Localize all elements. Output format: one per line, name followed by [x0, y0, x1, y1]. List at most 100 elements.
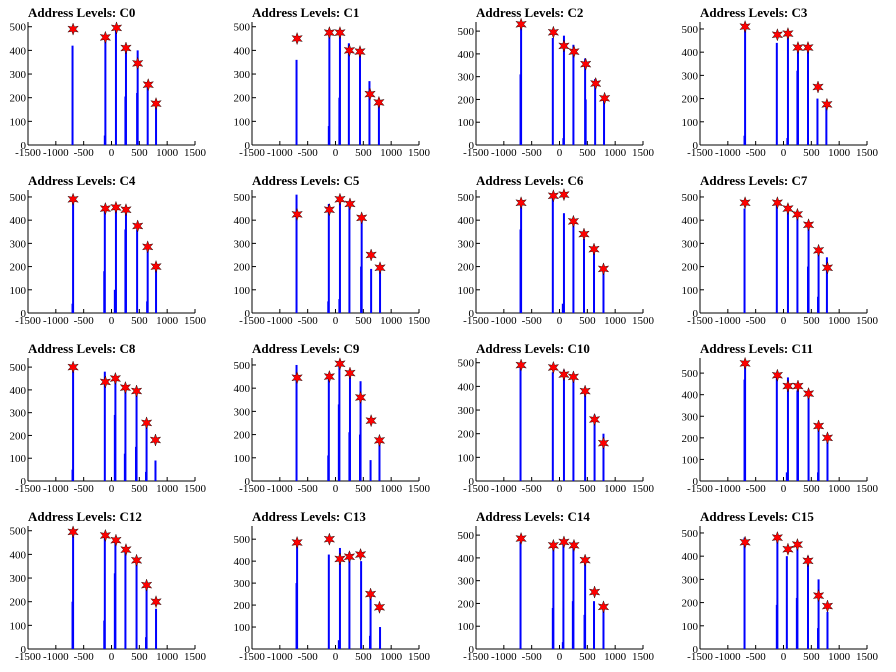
peak-marker — [141, 240, 154, 254]
histogram-bar — [114, 206, 117, 313]
y-tick-label: 400 — [234, 215, 251, 227]
histogram-bar — [338, 547, 341, 649]
histogram-panel: Address Levels: C15 -1500 -1000 -500 0 500 100… — [672, 504, 896, 672]
histogram-bar — [825, 103, 828, 145]
y-tick-label: 200 — [458, 262, 475, 274]
histogram-bar — [817, 250, 820, 313]
peak-marker — [120, 41, 132, 55]
histogram-bar — [155, 266, 158, 313]
x-tick-label: 1000 — [604, 147, 627, 159]
x-tick-label: -1500 — [687, 483, 713, 495]
x-tick-label: 1500 — [856, 147, 879, 159]
histogram-bar — [113, 289, 116, 313]
histogram-bar — [775, 203, 778, 313]
x-tick-label: 0 — [109, 315, 115, 327]
histogram-panel: Address Levels: C11 -1500 -1000 -500 0 500 100… — [672, 336, 896, 504]
peak-marker — [374, 261, 386, 275]
x-tick-label: 0 — [109, 147, 115, 159]
peak-marker — [739, 20, 751, 34]
histogram-bar — [379, 627, 382, 649]
y-tick-label: 500 — [10, 362, 27, 374]
histogram-bar — [594, 78, 597, 145]
histogram-bar — [104, 36, 107, 145]
y-tick-label: 100 — [458, 452, 475, 464]
peak-marker — [291, 31, 303, 46]
histogram-bar — [295, 364, 298, 481]
histogram-bar — [72, 199, 75, 313]
peak-marker — [792, 40, 804, 55]
y-tick-label: 400 — [682, 390, 699, 402]
panel-plot: -1500 -1000 -500 0 500 1000 1500 0 100 200 300 400 5… — [234, 22, 431, 159]
peak-marker — [802, 554, 814, 568]
panel-plot: -1500 -1000 -500 0 500 1000 1500 0 100 200 300 400 5… — [682, 356, 879, 495]
histogram-bar — [370, 268, 373, 313]
histogram-bar — [378, 439, 381, 481]
histogram-bar — [327, 203, 330, 313]
y-tick-label: 400 — [682, 47, 699, 59]
peak-marker — [597, 436, 610, 450]
peak-marker — [365, 248, 377, 262]
x-tick-label: -1500 — [239, 315, 265, 327]
peak-marker — [364, 87, 376, 101]
histogram-bar — [114, 29, 117, 145]
y-tick-label: 100 — [458, 117, 475, 129]
peak-marker — [812, 589, 825, 603]
x-tick-label: -1000 — [491, 651, 517, 663]
histogram-bar — [775, 42, 778, 145]
x-tick-label: 500 — [355, 483, 372, 495]
y-tick-label: 500 — [234, 192, 251, 204]
x-tick-label: 0 — [557, 651, 563, 663]
x-tick-label: 500 — [131, 651, 148, 663]
x-tick-label: -1500 — [15, 147, 41, 159]
panel-title: Address Levels: C10 — [476, 341, 590, 356]
x-tick-label: -500 — [746, 315, 767, 327]
y-tick-label: 200 — [10, 597, 27, 609]
histogram-bar — [337, 640, 340, 649]
peak-marker — [140, 578, 153, 592]
histogram-bar — [338, 201, 341, 313]
x-tick-label: -500 — [522, 315, 543, 327]
peak-marker — [515, 531, 527, 546]
histogram-bar — [775, 375, 778, 481]
histogram-bar — [785, 556, 788, 649]
histogram-bar — [124, 208, 127, 313]
x-tick-label: -1500 — [463, 147, 489, 159]
x-tick-label: -1500 — [687, 315, 713, 327]
peak-marker — [782, 201, 794, 216]
histogram-bar — [103, 208, 106, 313]
panel-title: Address Levels: C3 — [700, 5, 808, 20]
histogram-bar — [584, 99, 587, 145]
y-tick-label: 300 — [10, 408, 27, 420]
x-tick-label: 0 — [333, 315, 339, 327]
histogram-panel: Address Levels: C5 -1500 -1000 -500 0 500 1000… — [224, 168, 448, 336]
y-tick-label: 0 — [469, 140, 475, 152]
x-tick-label: -500 — [746, 483, 767, 495]
x-tick-label: 500 — [355, 147, 372, 159]
panel-plot: -1500 -1000 -500 0 500 1000 1500 0 100 200 300 400 5… — [10, 190, 207, 327]
histogram-bar — [816, 98, 819, 145]
peak-marker — [547, 25, 560, 39]
histogram-bar — [593, 601, 596, 649]
histogram-bar — [379, 271, 382, 313]
y-tick-label: 200 — [458, 429, 475, 441]
peak-marker — [812, 80, 824, 94]
x-tick-label: -1000 — [267, 483, 293, 495]
peak-marker — [354, 390, 367, 405]
x-tick-label: -1500 — [687, 651, 713, 663]
panel-title: Address Levels: C2 — [476, 5, 584, 20]
peak-marker — [140, 416, 153, 430]
y-tick-label: 500 — [234, 534, 251, 546]
histogram-bar — [327, 554, 330, 649]
x-tick-label: 0 — [557, 147, 563, 159]
histogram-bar — [338, 364, 341, 481]
y-tick-label: 200 — [682, 94, 699, 106]
y-tick-label: 100 — [10, 285, 27, 297]
peak-marker — [771, 28, 784, 42]
peak-marker — [515, 358, 527, 372]
panel-plot: -1500 -1000 -500 0 500 1000 1500 0 100 200 300 400 5… — [234, 526, 431, 663]
y-tick-label: 300 — [682, 411, 699, 423]
y-tick-label: 400 — [10, 385, 27, 397]
x-tick-label: -1500 — [239, 483, 265, 495]
x-tick-label: 500 — [131, 483, 148, 495]
peak-marker — [597, 600, 610, 614]
